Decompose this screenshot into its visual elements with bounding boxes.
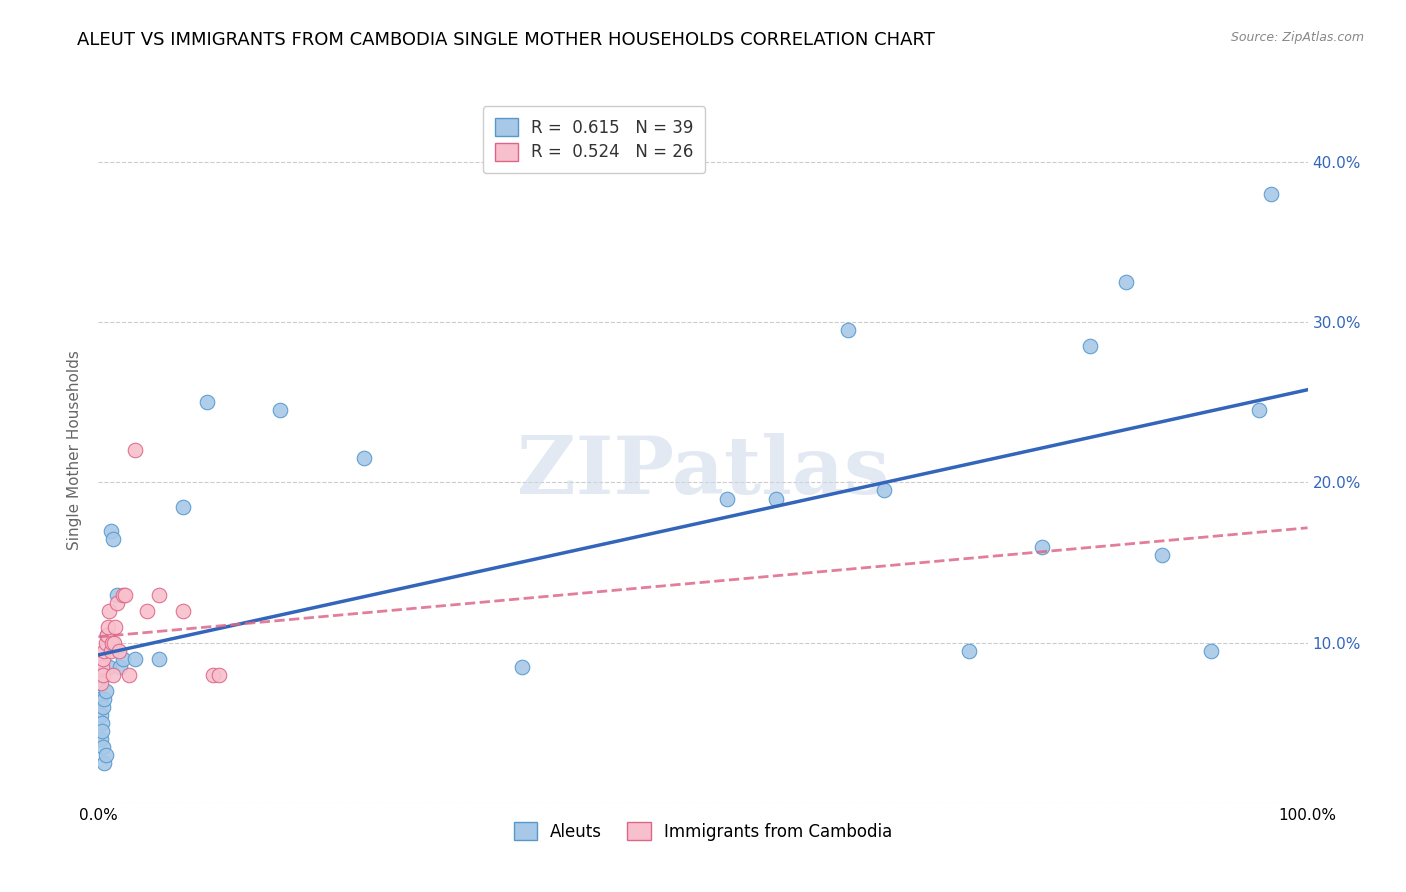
Point [91,723,114,738]
Point [91,667,114,681]
Legend: Aleuts, Immigrants from Cambodia: Aleuts, Immigrants from Cambodia [508,815,898,847]
Point [1152,548,1174,562]
Point [96,627,118,641]
Point [94,747,117,762]
Point [269,403,291,417]
Point [94,635,117,649]
Point [1031,540,1053,554]
Point [172,604,194,618]
Point [118,667,141,681]
Point [91,659,114,673]
Point [716,491,738,506]
Text: ZIPatlas: ZIPatlas [517,433,889,510]
Point [91,715,114,730]
Point [111,588,134,602]
Point [90,707,112,722]
Point [103,635,125,649]
Point [108,659,131,673]
Point [89,667,111,681]
Point [353,451,375,466]
Point [1249,403,1271,417]
Point [111,651,134,665]
Point [1115,275,1137,289]
Point [135,604,157,618]
Point [93,756,115,770]
Point [108,643,131,657]
Point [98,659,121,673]
Point [1078,339,1101,353]
Point [97,619,120,633]
Point [90,731,112,746]
Point [91,739,114,754]
Point [101,667,124,681]
Point [195,395,218,409]
Point [124,651,146,665]
Point [124,443,146,458]
Point [100,643,122,657]
Point [91,651,114,665]
Point [148,588,170,602]
Point [100,635,122,649]
Point [98,604,121,618]
Point [114,588,136,602]
Point [837,323,859,337]
Point [93,691,115,706]
Point [94,683,117,698]
Point [104,619,127,633]
Point [873,483,896,498]
Text: Source: ZipAtlas.com: Source: ZipAtlas.com [1230,31,1364,45]
Point [765,491,787,506]
Point [96,627,118,641]
Point [101,532,124,546]
Point [105,588,128,602]
Point [208,667,231,681]
Point [957,643,980,657]
Point [510,659,533,673]
Point [202,667,225,681]
Point [1199,643,1222,657]
Point [89,675,111,690]
Point [172,500,194,514]
Y-axis label: Single Mother Households: Single Mother Households [67,351,83,550]
Point [105,596,128,610]
Point [93,643,115,657]
Point [97,635,120,649]
Point [90,675,112,690]
Point [148,651,170,665]
Point [100,524,122,538]
Text: ALEUT VS IMMIGRANTS FROM CAMBODIA SINGLE MOTHER HOUSEHOLDS CORRELATION CHART: ALEUT VS IMMIGRANTS FROM CAMBODIA SINGLE… [77,31,935,49]
Point [1260,187,1282,202]
Point [89,691,111,706]
Point [91,699,114,714]
